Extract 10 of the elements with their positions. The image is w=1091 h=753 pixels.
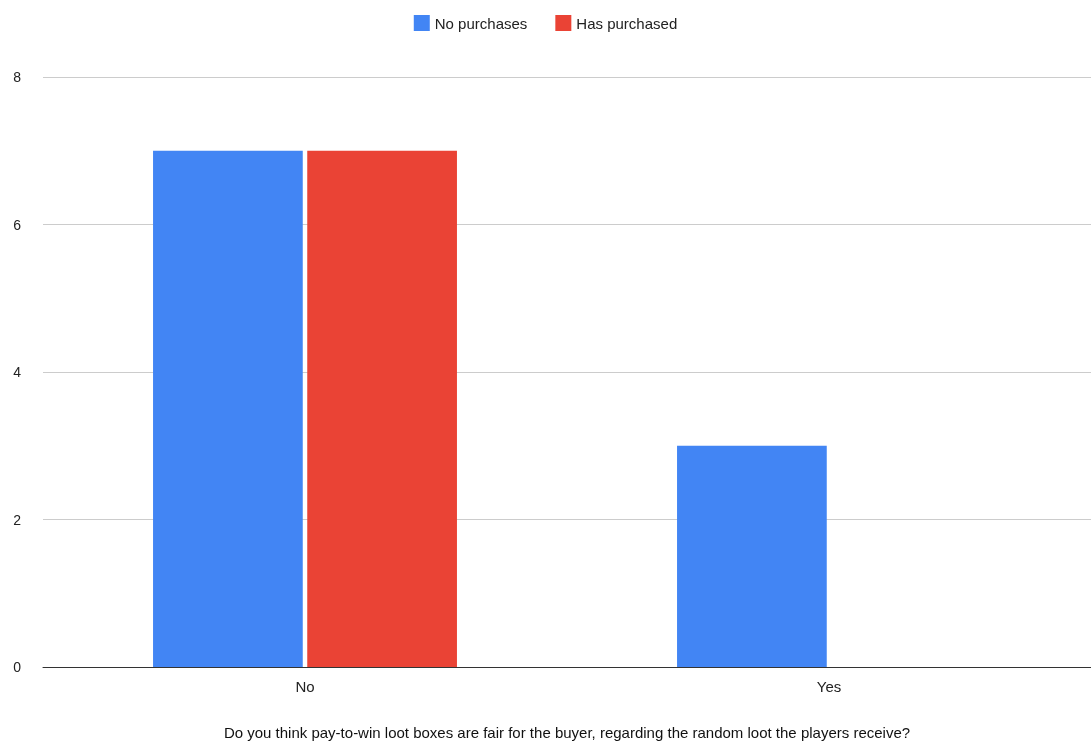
y-tick-label: 8 — [13, 69, 22, 85]
legend-label: Has purchased — [576, 14, 678, 32]
y-tick-label: 0 — [13, 659, 22, 675]
x-tick-label: No — [295, 678, 315, 695]
x-tick-label: Yes — [816, 678, 842, 695]
x-axis-title: Do you think pay-to-win loot boxes are fair for the buyer, regarding the random loot the players receive? — [223, 724, 911, 741]
y-tick-label: 4 — [13, 364, 22, 380]
y-tick-label: 2 — [13, 511, 22, 528]
y-tick-label: 6 — [13, 216, 22, 233]
legend-label: No purchases — [434, 14, 528, 32]
